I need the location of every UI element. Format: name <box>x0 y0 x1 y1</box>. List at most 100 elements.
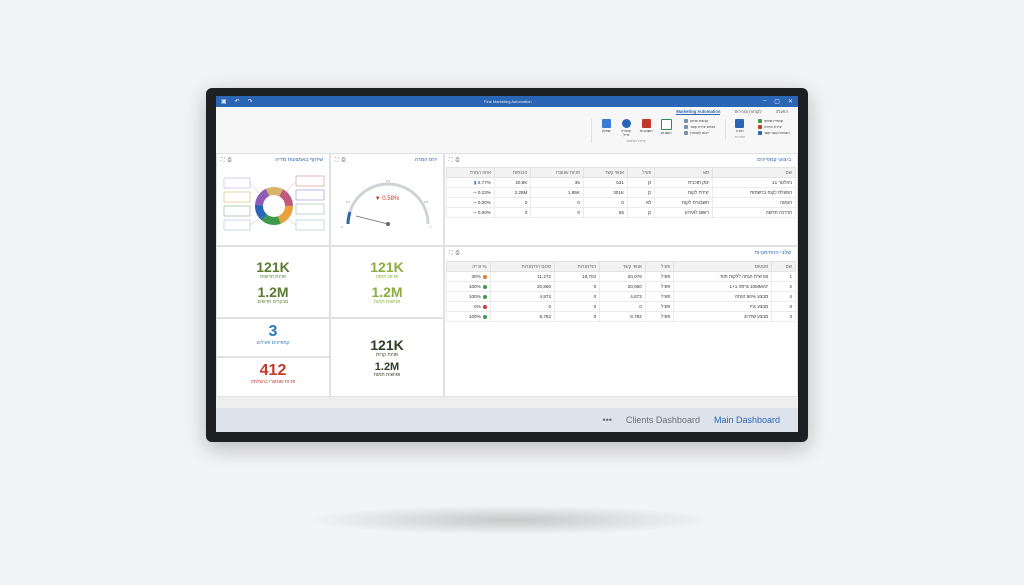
gear-icon <box>621 119 631 128</box>
kpi-label: קמפיינים פעילים <box>256 341 290 346</box>
campaigns-table: שם סוג פעיל אנשי קשר פניות שנוצרו הכנסות… <box>446 167 796 218</box>
tab-clients-dashboard[interactable]: Clients Dashboard <box>625 415 700 425</box>
column-header[interactable]: שם <box>771 261 796 272</box>
table-cell: פעיל <box>644 311 675 322</box>
table-cell: פעיל <box>644 271 675 282</box>
expand-icon[interactable]: ⛶ <box>335 157 339 163</box>
column-header[interactable]: אחוז המרה <box>446 167 495 178</box>
table-cell: 18,704 <box>554 271 601 282</box>
minimize-icon[interactable]: – <box>762 98 767 104</box>
calendar-icon <box>641 119 651 128</box>
export-icon[interactable]: ⎙ <box>455 250 460 256</box>
table-cell: 30% <box>446 271 491 282</box>
kpi-value: 1.2M <box>257 284 289 300</box>
table-cell: מבצע 50% הנחה <box>673 291 773 302</box>
table-cell: הדרכה חדשה <box>712 207 796 218</box>
column-header[interactable]: אנשי קשר <box>582 167 628 178</box>
monitor-shadow <box>300 505 720 535</box>
table-cell: 0 <box>530 207 584 218</box>
close-icon[interactable]: ✕ <box>787 99 793 105</box>
column-header[interactable]: אנשי קשר <box>599 261 646 272</box>
export-icon[interactable]: ⎙ <box>455 157 460 163</box>
ribbon-button-email-campaign[interactable]: קמפיין מייל <box>618 119 634 137</box>
panel-tools: ⛶ ⎙ <box>335 157 346 163</box>
column-header[interactable]: סוג <box>654 167 713 178</box>
table-cell: 8,782 <box>489 311 556 322</box>
ribbon-small-items-2: קמפיין שיווקי יצירת הפניה רשימת אנשי קשר <box>757 119 790 135</box>
table-row[interactable]: 1 50 ש"ח הנחה ללקוח חוזר פעיל 20,076 18,704 1… <box>446 271 796 282</box>
table-row[interactable]: הפעלת לקוח ברשתות יצירת לקוח כן 301K 1.95K 2.… <box>446 187 796 198</box>
table-header-row: שם סוג פעיל אנשי קשר פניות שנוצרו הכנסות… <box>446 167 796 178</box>
table-cell: 5 <box>771 301 796 312</box>
redo-icon[interactable]: ↷ <box>247 99 253 105</box>
table-cell: מבצע FS <box>673 301 773 312</box>
table-row[interactable]: ניוזלטר 11 יומן תוכנית כן 531 36 20.8K 6.77% ▮ <box>446 177 796 188</box>
kpi-tile-active-campaigns: 3 קמפיינים פעילים <box>216 318 330 357</box>
ribbon-tabs: Marketing Automation לקוחות ומכירות הפעל… <box>216 107 798 116</box>
arrow-icon: ⇥ <box>472 209 477 215</box>
ribbon-button-survey[interactable]: שאלון <box>598 119 614 137</box>
table-cell: רשום לאירוע <box>654 207 713 218</box>
ribbon-item-referral[interactable]: יצירת הפניה <box>757 125 790 129</box>
column-header[interactable]: שם <box>712 167 796 178</box>
tab-marketing-automation[interactable]: Marketing Automation <box>676 108 721 115</box>
ribbon-button-orders[interactable]: הזמנות <box>658 119 674 137</box>
table-cell: 50 ש"ח הנחה ללקוח חוזר <box>673 271 773 282</box>
ribbon-item-campaign[interactable]: קמפיין שיווקי <box>757 119 790 123</box>
column-header[interactable]: סטטוס <box>673 261 773 272</box>
tab-main-dashboard[interactable]: Main Dashboard <box>713 415 780 425</box>
ribbon-item-contact-form[interactable]: טופס יצירת קשר <box>684 125 715 129</box>
table-row[interactable]: הדרכה חדשה רשום לאירוע כן 55 0 0 0.00% ⇥ <box>446 207 796 218</box>
ribbon-item-marketing-group[interactable]: קבוצת שיווק <box>684 119 715 123</box>
expand-icon[interactable]: ⛶ <box>221 157 225 163</box>
more-tabs-button[interactable]: ••• <box>602 415 612 425</box>
conversion-gauge-panel: ⛶ ⎙ יחס המרה 0 0.2 0.5 0.8 1 ▼ 0.58% <box>330 153 444 246</box>
table-cell: 0 <box>489 301 556 312</box>
column-header[interactable]: הכנסות <box>493 167 532 178</box>
svg-text:0: 0 <box>341 225 343 229</box>
table-cell: פעיל <box>644 301 675 312</box>
column-header[interactable]: פעיל <box>644 261 675 272</box>
table-cell: 6.77% ▮ <box>446 177 495 188</box>
ribbon-item-contacts-list[interactable]: רשימת אנשי קשר <box>757 131 790 135</box>
group-icon <box>684 119 689 123</box>
column-header[interactable]: פניות שנוצרו <box>530 167 584 178</box>
kpi-value: 3 <box>268 323 278 340</box>
table-cell: 55 <box>582 207 628 218</box>
table-cell: 0 <box>554 281 601 292</box>
table-cell: 3 <box>771 311 796 322</box>
column-header[interactable]: % זכייה <box>446 261 491 272</box>
undo-icon[interactable]: ↶ <box>234 99 240 105</box>
column-header[interactable]: הזדמנויות <box>554 261 601 272</box>
campaigns-panel: ⛶ ⎙ ביצועי קמפיינים שם סוג פעיל אנשי קשר … <box>444 153 798 246</box>
kpi-value: 412 <box>259 362 287 379</box>
arrow-icon: ⇥ <box>472 189 477 195</box>
export-icon[interactable]: ⎙ <box>227 157 232 163</box>
table-cell: 0 <box>554 301 601 312</box>
expand-icon[interactable]: ⛶ <box>449 250 453 256</box>
kpi-label: פניות קרות <box>376 353 398 358</box>
tab-activation[interactable]: הפעלה <box>775 109 788 114</box>
maximize-icon[interactable]: ▢ <box>774 99 780 105</box>
table-cell: 100% <box>446 291 491 302</box>
table-row[interactable]: 2 10MMAT גרסה 1+1 פעיל 20,060 0 20,860 100% <box>446 281 796 292</box>
kpi-label: מבקרים חדשים <box>257 300 289 305</box>
tab-clients-sales[interactable]: לקוחות ומכירות <box>734 109 762 114</box>
list-icon <box>757 131 762 135</box>
table-cell: 10MMAT גרסה 1+1 <box>673 281 773 292</box>
column-header[interactable]: סכום הזדמנויות <box>489 261 556 272</box>
ribbon-group-lists: שאלון קמפיין מייל חשבונות הזמנות יצירת ר… <box>591 119 674 143</box>
table-row[interactable]: 3 מבצע שדרוג פעיל 8,782 0 8,782 100% <box>446 311 796 322</box>
table-row[interactable]: 4 מבצע 50% הנחה פעיל 4,873 0 4,872 100% <box>446 291 796 302</box>
column-header[interactable]: פעיל <box>626 167 656 178</box>
ribbon-button-accounts[interactable]: חשבונות <box>638 119 654 137</box>
expand-icon[interactable]: ⛶ <box>449 157 453 163</box>
table-cell: 0 <box>493 207 532 218</box>
table-cell: הזמנה <box>712 197 796 208</box>
ribbon-button-back[interactable]: חזרה <box>732 119 748 133</box>
table-cell: הפעלת לקוח ברשתות <box>712 187 796 198</box>
export-icon[interactable]: ⎙ <box>341 157 346 163</box>
table-row[interactable]: הזמנה חשבונית לקוח לא 0 0 0 0.00% ⇥ <box>446 197 796 208</box>
table-row[interactable]: 5 מבצע FS פעיל 0 0 0 0% <box>446 301 796 312</box>
ribbon-item-import-clients[interactable]: ייבוא לקוחות <box>684 131 715 135</box>
